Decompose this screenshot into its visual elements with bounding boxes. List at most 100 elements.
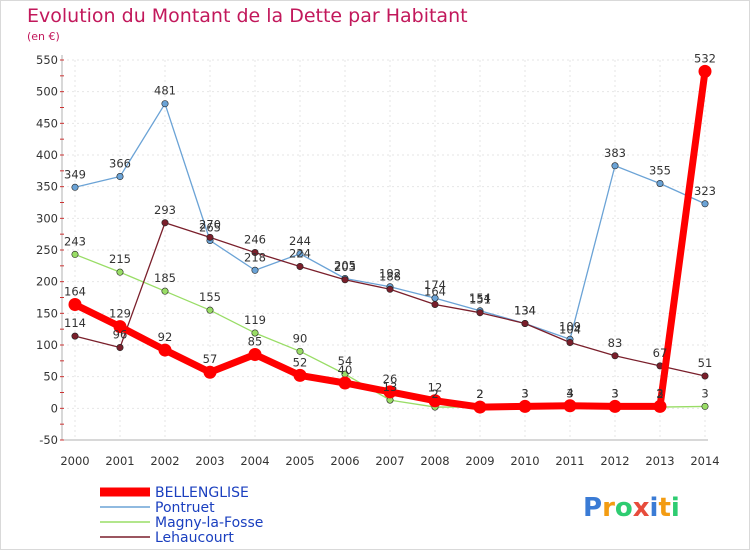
data-point: [206, 306, 214, 314]
logo-letter: r: [602, 493, 615, 523]
data-label: 134: [514, 303, 536, 317]
logo-letter: x: [633, 493, 650, 523]
legend-label: Magny-la-Fosse: [155, 515, 263, 531]
data-label: 323: [694, 184, 716, 198]
data-point: [431, 300, 439, 308]
legend-label: Lehaucourt: [155, 530, 234, 546]
data-label: 2: [431, 387, 438, 401]
data-point: [161, 100, 169, 108]
data-point: [608, 399, 622, 413]
data-label: 164: [64, 284, 86, 298]
legend: BELLENGLISEPontruetMagny-la-FosseLehauco…: [100, 485, 263, 546]
data-label: 92: [158, 330, 173, 344]
data-label: 3: [521, 386, 528, 400]
data-label: 12: [428, 381, 443, 395]
data-label: 366: [109, 157, 131, 171]
data-label: 532: [694, 51, 716, 65]
y-tick-label: 550: [36, 53, 58, 67]
data-point: [251, 249, 259, 257]
data-point: [71, 250, 79, 258]
data-point: [473, 400, 487, 414]
data-label: 243: [64, 234, 86, 248]
data-point: [71, 332, 79, 340]
data-label: 3: [521, 386, 528, 400]
y-tick-label: 300: [36, 211, 58, 225]
data-label: 185: [154, 271, 176, 285]
y-tick-label: 0: [51, 401, 58, 415]
x-tick-label: 2004: [240, 454, 269, 468]
data-label: 3: [566, 386, 573, 400]
data-label: 205: [334, 259, 356, 273]
data-point: [656, 180, 664, 188]
data-label: 188: [379, 269, 401, 283]
data-label: 3: [656, 386, 663, 400]
data-label: 2: [476, 387, 483, 401]
data-point: [338, 376, 352, 390]
x-tick-label: 2003: [195, 454, 224, 468]
data-point: [293, 368, 307, 382]
data-point: [566, 338, 574, 346]
data-point: [476, 309, 484, 317]
data-label: 67: [653, 346, 668, 360]
data-label: 109: [559, 319, 581, 333]
data-label: 129: [109, 307, 131, 321]
data-label: 26: [383, 372, 398, 386]
y-tick-label: 250: [36, 243, 58, 257]
data-point: [71, 183, 79, 191]
legend-label: BELLENGLISE: [155, 485, 249, 501]
data-point: [116, 268, 124, 276]
grid-lines: [62, 59, 708, 441]
x-tick-label: 2008: [420, 454, 449, 468]
data-point: [248, 348, 262, 361]
data-point: [611, 352, 619, 360]
logo-letter: t: [658, 493, 670, 523]
logo-letter: i: [671, 493, 680, 523]
data-point: [386, 285, 394, 293]
data-label: 174: [424, 278, 446, 292]
data-label: 224: [289, 246, 311, 260]
data-point: [701, 402, 709, 410]
data-label: 134: [514, 303, 536, 317]
x-tick-label: 2011: [555, 454, 584, 468]
data-label: 244: [289, 234, 311, 248]
data-label: 3: [701, 386, 708, 400]
data-label: 3: [611, 386, 618, 400]
data-label: 154: [469, 291, 491, 305]
data-label: 215: [109, 252, 131, 266]
data-point: [206, 233, 214, 241]
chart-subtitle: (en €): [27, 30, 60, 43]
data-label: 85: [248, 335, 263, 349]
y-tick-label: 400: [36, 148, 58, 162]
data-point: [428, 394, 442, 408]
data-label: 192: [379, 267, 401, 281]
data-point: [116, 173, 124, 181]
logo-letter: o: [615, 493, 633, 523]
data-label: 164: [424, 284, 446, 298]
y-tick-label: 50: [43, 370, 58, 384]
chart-title: Evolution du Montant de la Dette par Hab…: [27, 5, 468, 27]
x-tick-label: 2013: [645, 454, 674, 468]
data-label: 104: [559, 322, 581, 336]
logo-letter: i: [650, 493, 659, 523]
data-label: 51: [698, 356, 713, 370]
x-tick-label: 2000: [60, 454, 89, 468]
data-label: 246: [244, 233, 266, 247]
data-point: [158, 343, 172, 357]
data-point: [296, 250, 304, 258]
y-tick-label: -50: [39, 433, 58, 447]
data-point: [251, 329, 259, 337]
data-label: 481: [154, 84, 176, 98]
data-point: [341, 276, 349, 284]
data-label: 355: [649, 164, 671, 178]
data-label: 2: [656, 387, 663, 401]
data-label: 155: [199, 290, 221, 304]
data-point: [116, 344, 124, 352]
data-label: 270: [199, 217, 221, 231]
logo-text: Proxiti: [583, 493, 680, 523]
data-point: [161, 287, 169, 295]
data-label: 119: [244, 313, 266, 327]
data-point: [203, 365, 217, 379]
data-label: 151: [469, 293, 491, 307]
